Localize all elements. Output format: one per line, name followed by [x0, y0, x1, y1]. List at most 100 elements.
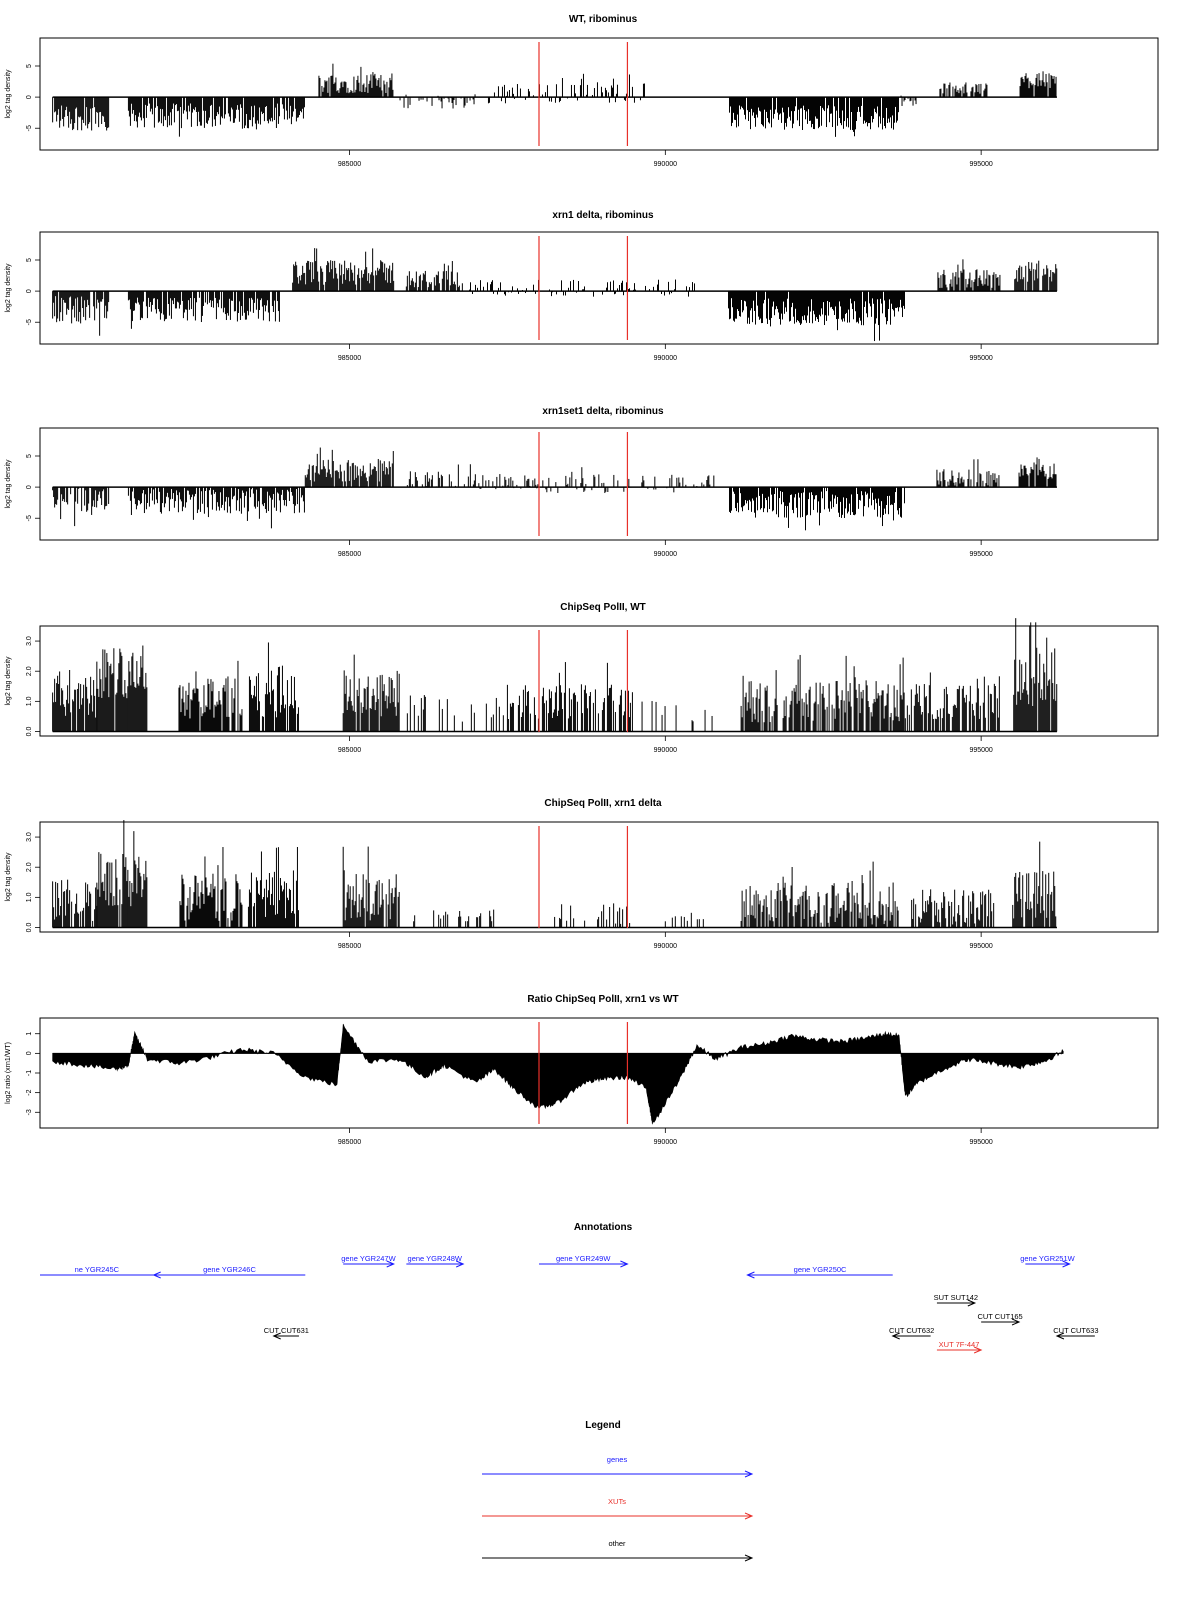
arrowhead-right-icon — [744, 1470, 754, 1478]
feature-label: SUT SUT142 — [934, 1293, 978, 1302]
y-tick-label: 0 — [26, 485, 33, 489]
y-tick-label: -5 — [26, 515, 33, 521]
feature-label: gene YGR247W — [341, 1254, 396, 1263]
annotation-feature: CUT CUT633 — [1053, 1326, 1099, 1340]
y-axis-label: log2 tag density — [5, 852, 12, 902]
x-tick-label: 995000 — [969, 943, 992, 950]
y-tick-label: 1 — [26, 1032, 33, 1036]
annotation-feature: gene YGR249W — [538, 1254, 629, 1268]
panel-4: ChipSeq PolII, WT log2 tag density 0.0 1.0 2… — [5, 602, 1159, 754]
y-tick-label: 3.0 — [26, 832, 33, 842]
x-tick-label: 995000 — [969, 1139, 992, 1146]
panel-6: Ratio ChipSeq PolII, xrn1 vs WT log2 rati… — [5, 994, 1159, 1146]
y-axis-label: log2 tag density — [5, 656, 12, 706]
x-tick-label: 995000 — [969, 161, 992, 168]
panel-2: xrn1 delta, ribominus log2 tag density -5 0… — [5, 210, 1159, 362]
annotation-feature: gene YGR248W — [406, 1254, 465, 1268]
legend-item: XUTs — [482, 1497, 754, 1520]
annotation-feature: CUT CUT631 — [264, 1326, 309, 1340]
x-tick-label: 990000 — [654, 161, 677, 168]
y-tick-label: -5 — [26, 319, 33, 325]
legend-item: other — [482, 1539, 754, 1562]
annotation-feature: gene YGR247W — [341, 1254, 397, 1268]
y-tick-label: 0 — [26, 289, 33, 293]
y-tick-label: 5 — [26, 258, 33, 262]
x-tick-label: 985000 — [338, 943, 361, 950]
arrowhead-right-icon — [973, 1346, 983, 1354]
signal-bars — [52, 248, 1058, 342]
x-tick-label: 995000 — [969, 551, 992, 558]
x-tick-label: 995000 — [969, 747, 992, 754]
legend-label: genes — [607, 1455, 628, 1464]
annotation-feature: ne YGR245C — [40, 1265, 154, 1276]
plot-frame — [39, 821, 1159, 933]
annotation-feature: XUT 7F-447 — [936, 1340, 983, 1354]
plot-frame — [39, 625, 1159, 737]
x-tick-label: 985000 — [338, 355, 361, 362]
y-axis-label: log2 tag density — [5, 459, 12, 509]
ratio-area — [52, 1023, 1064, 1125]
feature-label: gene YGR248W — [408, 1254, 463, 1263]
arrowhead-left-icon — [891, 1332, 900, 1340]
arrowhead-right-icon — [744, 1554, 754, 1562]
arrowhead-right-icon — [1062, 1260, 1071, 1268]
arrowhead-right-icon — [456, 1260, 465, 1268]
panel-5: ChipSeq PolII, xrn1 delta log2 tag densit… — [5, 798, 1159, 950]
y-tick-label: 3.0 — [26, 636, 33, 646]
legend-title: Legend — [585, 1420, 621, 1431]
arrowhead-right-icon — [620, 1260, 629, 1268]
feature-label: CUT CUT631 — [264, 1326, 309, 1335]
panel-1: WT, ribominus log2 tag density -5 0 5 985000 9… — [5, 14, 1159, 168]
annotation-feature: CUT CUT632 — [889, 1326, 934, 1340]
y-tick-label: 0.0 — [26, 923, 33, 933]
feature-label: CUT CUT633 — [1053, 1326, 1098, 1335]
arrowhead-right-icon — [744, 1512, 754, 1520]
panel-title: Ratio ChipSeq PolII, xrn1 vs WT — [527, 994, 678, 1005]
annotation-feature: gene YGR246C — [152, 1265, 306, 1279]
y-tick-label: 0 — [26, 1051, 33, 1055]
feature-label: gene YGR249W — [556, 1254, 611, 1263]
x-tick-label: 985000 — [338, 161, 361, 168]
annotation-feature: gene YGR250C — [746, 1265, 893, 1279]
arrowhead-left-icon — [1055, 1332, 1065, 1340]
feature-label: CUT CUT165 — [977, 1312, 1022, 1321]
x-tick-label: 990000 — [654, 551, 677, 558]
feature-label: CUT CUT632 — [889, 1326, 934, 1335]
y-tick-label: 5 — [26, 454, 33, 458]
feature-label: gene YGR250C — [794, 1265, 847, 1274]
x-tick-label: 995000 — [969, 355, 992, 362]
feature-label: XUT 7F-447 — [939, 1340, 980, 1349]
arrowhead-right-icon — [386, 1260, 395, 1268]
x-tick-label: 985000 — [338, 1139, 361, 1146]
x-tick-label: 990000 — [654, 1139, 677, 1146]
panel-title: ChipSeq PolII, xrn1 delta — [544, 798, 662, 809]
panel-title: xrn1 delta, ribominus — [552, 210, 654, 221]
y-tick-label: 0 — [26, 95, 33, 99]
feature-label: gene YGR246C — [203, 1265, 256, 1274]
y-tick-label: 2.0 — [26, 862, 33, 872]
legend-item: genes — [482, 1455, 754, 1478]
panel-title: WT, ribominus — [569, 14, 638, 25]
signal-bars — [52, 618, 1058, 732]
arrowhead-left-icon — [746, 1271, 755, 1279]
arrowhead-right-icon — [1011, 1318, 1021, 1326]
y-tick-label: -5 — [26, 125, 33, 131]
y-axis-label: log2 tag density — [5, 263, 12, 313]
plot-frame — [39, 231, 1159, 345]
legend-label: XUTs — [608, 1497, 626, 1506]
annotation-feature: SUT SUT142 — [934, 1293, 978, 1307]
panel-title: xrn1set1 delta, ribominus — [542, 406, 664, 417]
x-tick-label: 985000 — [338, 551, 361, 558]
y-axis-label: log2 ratio (xrn1/WT) — [5, 1042, 12, 1104]
arrowhead-left-icon — [272, 1332, 281, 1340]
y-tick-label: 1.0 — [26, 696, 33, 706]
feature-label: gene YGR251W — [1020, 1254, 1075, 1263]
signal-bars — [52, 447, 1057, 531]
plot-frame — [39, 37, 1159, 151]
y-tick-label: -3 — [26, 1109, 33, 1115]
plot-frame — [39, 427, 1159, 541]
y-tick-label: 0.0 — [26, 727, 33, 737]
legend-label: other — [608, 1539, 626, 1548]
signal-bars — [52, 63, 1057, 137]
